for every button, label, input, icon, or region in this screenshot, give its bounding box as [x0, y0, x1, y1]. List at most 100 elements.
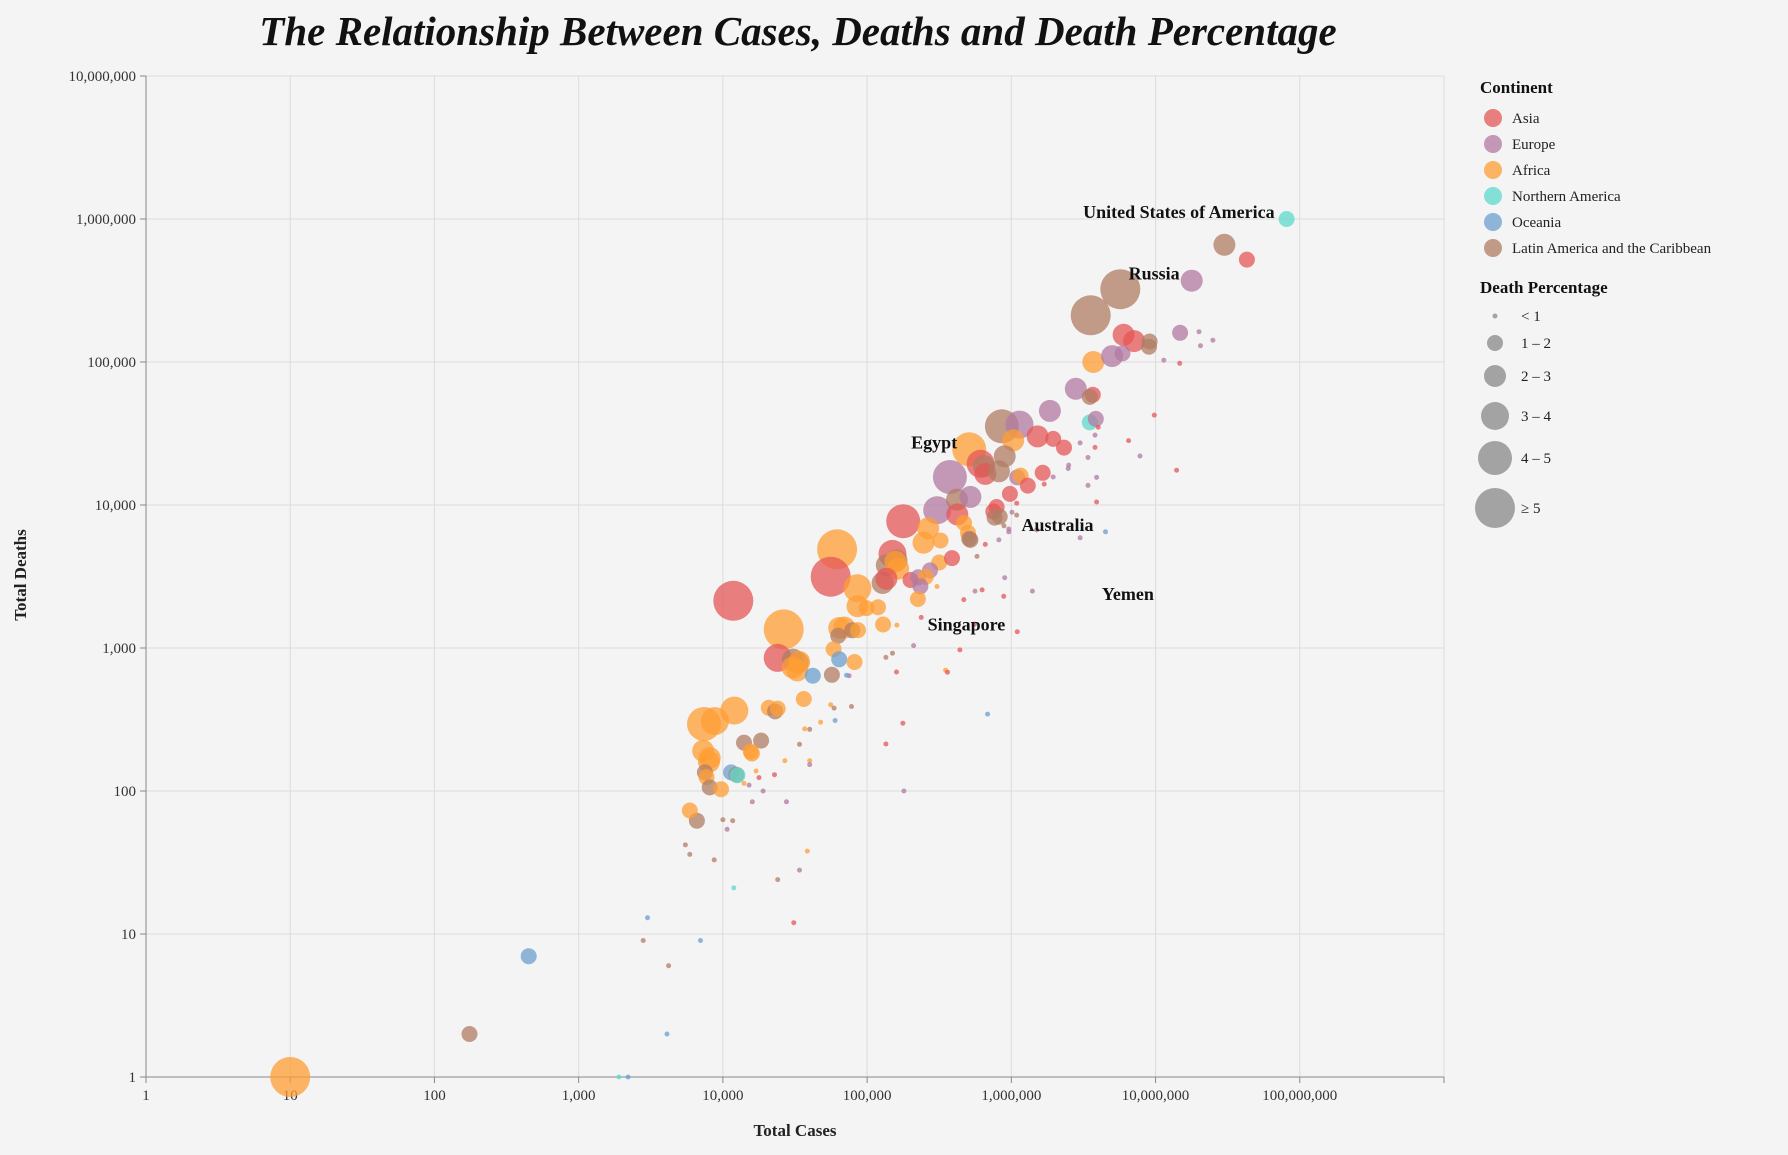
data-point — [875, 616, 892, 633]
data-point — [1103, 529, 1108, 535]
x-tick-label: 1 — [142, 1088, 150, 1104]
data-point — [959, 485, 982, 508]
data-point — [807, 758, 813, 764]
data-point — [886, 504, 921, 539]
data-point — [932, 460, 967, 494]
data-point — [823, 666, 840, 683]
data-point — [979, 587, 985, 593]
data-point — [753, 732, 770, 749]
x-tick-label: 100,000,000 — [1262, 1088, 1337, 1104]
x-tick-label: 10,000 — [702, 1088, 743, 1104]
x-tick-label: 100 — [423, 1088, 446, 1104]
data-point — [1029, 588, 1035, 594]
data-point — [1174, 467, 1180, 473]
data-point — [616, 1074, 622, 1080]
annotations-layer: United States of America Russia Egypt Austr… — [911, 202, 1274, 635]
data-point — [731, 885, 737, 891]
data-point — [918, 614, 924, 620]
data-point — [831, 705, 837, 711]
annotation-label: United States of America — [1083, 202, 1274, 222]
legend-continent-label: Oceania — [1512, 215, 1561, 231]
x-tick-label: 1,000,000 — [981, 1088, 1041, 1104]
data-point — [1180, 269, 1203, 292]
data-point — [894, 622, 900, 628]
data-point — [1177, 360, 1183, 366]
data-point — [681, 802, 698, 819]
data-point — [1085, 455, 1091, 460]
data-point — [870, 599, 886, 616]
data-point — [763, 609, 804, 650]
data-point — [1077, 440, 1083, 446]
axes: 1 10 100 1,000 10,000 100,000 1,000,000 10,000,… — [69, 69, 1445, 1104]
data-point — [802, 726, 808, 732]
data-point — [972, 588, 978, 594]
data-point — [843, 574, 872, 603]
x-axis-label: Total Cases — [754, 1121, 837, 1140]
data-point — [844, 672, 849, 678]
data-point — [1210, 337, 1216, 343]
data-point — [724, 826, 730, 832]
data-point — [1056, 439, 1072, 456]
data-point — [996, 537, 1002, 543]
annotation-label: Egypt — [911, 432, 957, 452]
data-point — [807, 762, 813, 768]
points-layer — [270, 211, 1295, 1097]
data-point — [961, 597, 967, 603]
data-point — [711, 857, 717, 863]
annotation-label: Singapore — [928, 615, 1006, 635]
data-point — [1161, 357, 1167, 363]
legend-swatch — [1484, 161, 1502, 179]
data-point — [818, 719, 824, 725]
data-point — [1172, 324, 1189, 341]
y-tick-label: 100,000 — [87, 355, 136, 371]
data-point — [769, 700, 786, 717]
data-point — [1045, 430, 1062, 447]
data-point — [666, 963, 672, 969]
data-point — [713, 580, 754, 621]
data-point — [804, 848, 810, 854]
legend-continent-label: Asia — [1512, 111, 1540, 127]
data-point — [846, 654, 863, 670]
data-point — [1050, 474, 1056, 480]
x-tick-label: 100,000 — [843, 1088, 892, 1104]
data-point — [1095, 424, 1101, 430]
legend-swatch — [1484, 109, 1502, 127]
data-point — [804, 667, 821, 684]
data-point — [911, 643, 917, 649]
size-legend-title: Death Percentage — [1480, 278, 1608, 297]
data-point — [1038, 399, 1061, 422]
data-point — [828, 702, 834, 708]
data-point — [520, 948, 537, 965]
data-point — [987, 460, 1010, 483]
data-point — [923, 496, 952, 525]
legend-swatch — [1484, 239, 1502, 257]
data-point — [1041, 481, 1047, 487]
data-point — [1087, 410, 1104, 427]
size-legend: Death Percentage < 1 1 – 2 2 – 3 3 – 4 4 – 5… — [1475, 278, 1608, 528]
data-point — [664, 1031, 670, 1037]
data-point — [1001, 593, 1007, 599]
data-point — [810, 556, 851, 597]
y-tick-label: 100 — [114, 784, 137, 800]
data-point — [1137, 453, 1143, 459]
data-point — [974, 553, 980, 559]
data-point — [784, 799, 789, 805]
data-point — [934, 584, 940, 589]
data-point — [772, 772, 777, 778]
data-point — [900, 720, 906, 726]
data-point — [1077, 535, 1083, 541]
data-point — [743, 745, 760, 762]
data-point — [807, 726, 813, 732]
data-point — [945, 669, 950, 675]
legend-size-swatch — [1478, 441, 1512, 475]
continent-legend: Continent Asia Europe Africa Northern Ameri… — [1480, 78, 1712, 257]
data-point — [849, 704, 854, 709]
data-point — [1001, 485, 1018, 502]
data-point — [830, 627, 847, 644]
legend-size-label: 4 – 5 — [1521, 451, 1551, 467]
data-point — [1081, 388, 1098, 405]
data-point — [1019, 477, 1036, 494]
data-point — [912, 578, 929, 595]
